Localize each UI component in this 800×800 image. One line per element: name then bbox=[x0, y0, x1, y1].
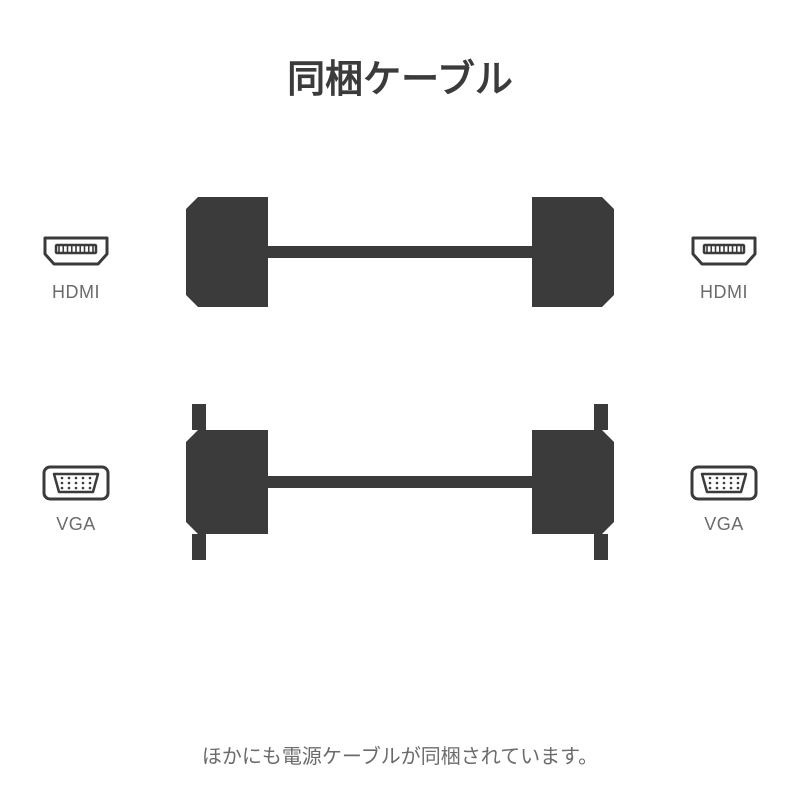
hdmi-port-icon bbox=[42, 235, 110, 267]
hdmi-port-label: HDMI bbox=[674, 282, 774, 303]
vga-port-icon bbox=[42, 465, 110, 501]
page-title: 同梱ケーブル bbox=[0, 48, 800, 103]
vga-cable-icon bbox=[172, 404, 628, 560]
hdmi-cable-icon bbox=[186, 197, 614, 307]
hdmi-port-icon bbox=[690, 235, 758, 267]
vga-port-label: VGA bbox=[674, 514, 774, 535]
vga-port-icon bbox=[690, 465, 758, 501]
hdmi-port-label: HDMI bbox=[26, 282, 126, 303]
vga-port-label: VGA bbox=[26, 514, 126, 535]
footnote-text: ほかにも電源ケーブルが同梱されています。 bbox=[0, 740, 800, 769]
